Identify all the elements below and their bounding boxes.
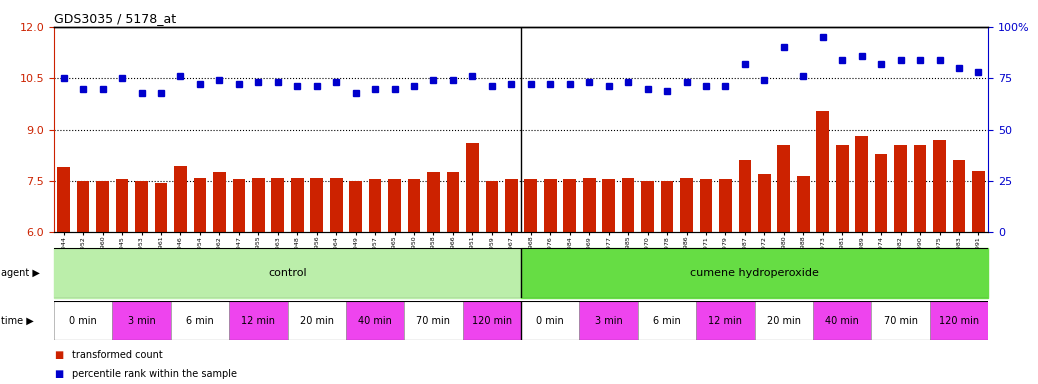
Text: control: control <box>268 268 307 278</box>
Bar <box>930 301 988 340</box>
Bar <box>700 179 712 232</box>
Bar <box>817 111 829 232</box>
Text: cumene hydroperoxide: cumene hydroperoxide <box>690 268 819 278</box>
Bar <box>466 143 479 232</box>
Text: 0 min: 0 min <box>537 316 564 326</box>
Bar <box>755 301 813 340</box>
Bar <box>797 176 810 232</box>
Text: agent ▶: agent ▶ <box>1 268 39 278</box>
Bar <box>579 301 637 340</box>
Bar <box>875 154 887 232</box>
Bar <box>77 181 89 232</box>
Bar <box>350 181 362 232</box>
Bar <box>368 179 381 232</box>
Bar <box>871 301 930 340</box>
Text: 12 min: 12 min <box>241 316 275 326</box>
Bar <box>696 301 755 340</box>
Bar <box>116 179 129 232</box>
Text: 20 min: 20 min <box>300 316 334 326</box>
Bar <box>194 177 207 232</box>
Bar <box>973 171 985 232</box>
Text: 120 min: 120 min <box>472 316 512 326</box>
Bar <box>486 181 498 232</box>
Text: 12 min: 12 min <box>708 316 742 326</box>
Bar <box>174 166 187 232</box>
Bar <box>229 301 288 340</box>
Bar <box>521 301 579 340</box>
Bar <box>54 301 112 340</box>
Bar <box>446 172 459 232</box>
Bar <box>428 172 440 232</box>
Bar <box>135 181 147 232</box>
Bar <box>602 179 614 232</box>
Text: 40 min: 40 min <box>358 316 392 326</box>
Bar <box>57 167 70 232</box>
Bar <box>758 174 770 232</box>
Text: 6 min: 6 min <box>653 316 681 326</box>
Bar <box>213 172 225 232</box>
Bar <box>739 161 752 232</box>
Bar <box>855 136 868 232</box>
Bar <box>544 179 556 232</box>
Bar <box>719 179 732 232</box>
Text: percentile rank within the sample: percentile rank within the sample <box>72 369 237 379</box>
Bar <box>813 301 872 340</box>
Bar <box>506 179 518 232</box>
Bar <box>953 161 965 232</box>
Bar <box>54 248 521 298</box>
Bar <box>272 177 284 232</box>
Bar <box>524 179 537 232</box>
Bar <box>836 145 848 232</box>
Text: 70 min: 70 min <box>883 316 918 326</box>
Text: 0 min: 0 min <box>70 316 97 326</box>
Bar <box>661 181 674 232</box>
Bar <box>637 301 696 340</box>
Text: time ▶: time ▶ <box>1 316 34 326</box>
Bar <box>233 179 245 232</box>
Bar <box>521 248 988 298</box>
Bar <box>404 301 463 340</box>
Bar <box>310 177 323 232</box>
Bar <box>408 179 420 232</box>
Bar <box>463 301 521 340</box>
Text: transformed count: transformed count <box>72 350 162 360</box>
Bar <box>291 177 303 232</box>
Bar <box>170 301 229 340</box>
Text: 3 min: 3 min <box>595 316 623 326</box>
Bar <box>155 183 167 232</box>
Bar <box>288 301 346 340</box>
Bar <box>622 177 634 232</box>
Bar <box>641 181 654 232</box>
Bar <box>112 301 170 340</box>
Bar <box>913 145 926 232</box>
Bar <box>933 140 946 232</box>
Bar <box>346 301 404 340</box>
Text: 20 min: 20 min <box>767 316 801 326</box>
Bar <box>777 145 790 232</box>
Bar <box>388 179 401 232</box>
Text: GDS3035 / 5178_at: GDS3035 / 5178_at <box>54 12 176 25</box>
Bar <box>97 181 109 232</box>
Text: ■: ■ <box>54 350 63 360</box>
Bar <box>583 177 596 232</box>
Text: 70 min: 70 min <box>416 316 450 326</box>
Text: 3 min: 3 min <box>128 316 156 326</box>
Text: ■: ■ <box>54 369 63 379</box>
Bar <box>680 177 692 232</box>
Text: 40 min: 40 min <box>825 316 859 326</box>
Bar <box>330 177 343 232</box>
Bar <box>252 177 265 232</box>
Bar <box>564 179 576 232</box>
Bar <box>895 145 907 232</box>
Text: 120 min: 120 min <box>939 316 979 326</box>
Text: 6 min: 6 min <box>186 316 214 326</box>
